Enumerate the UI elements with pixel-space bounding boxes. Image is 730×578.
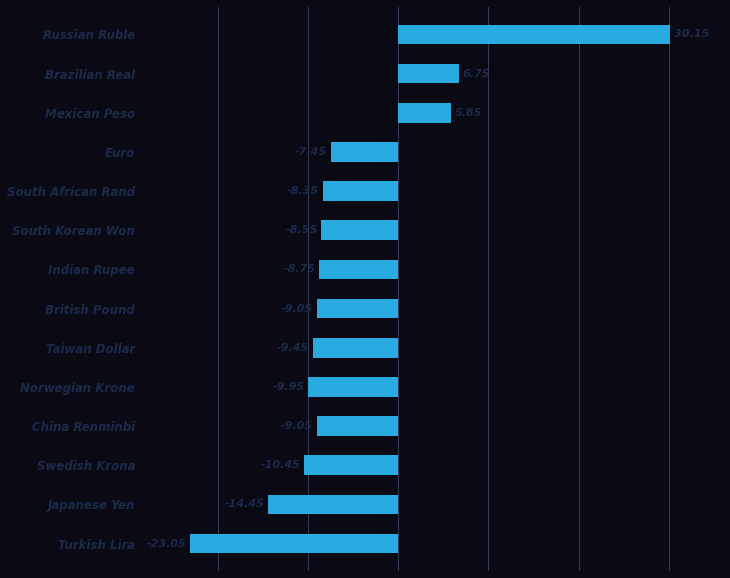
Text: -23.05: -23.05 bbox=[147, 539, 187, 549]
Bar bbox=[268, 495, 398, 514]
Text: -9.05: -9.05 bbox=[281, 421, 313, 431]
Bar bbox=[317, 299, 398, 318]
Text: 6.75: 6.75 bbox=[463, 69, 491, 79]
Text: 5.85: 5.85 bbox=[455, 108, 482, 118]
Text: -8.55: -8.55 bbox=[285, 225, 318, 235]
Text: -9.05: -9.05 bbox=[281, 303, 313, 314]
Text: -8.75: -8.75 bbox=[283, 264, 315, 275]
Bar bbox=[319, 260, 398, 279]
Bar bbox=[398, 64, 459, 83]
Text: -9.95: -9.95 bbox=[272, 382, 304, 392]
Bar bbox=[331, 142, 398, 162]
Text: -8.35: -8.35 bbox=[287, 186, 319, 196]
Text: 30.15: 30.15 bbox=[674, 29, 709, 39]
Bar bbox=[313, 338, 398, 358]
Bar bbox=[321, 220, 398, 240]
Bar bbox=[304, 455, 398, 475]
Bar bbox=[398, 25, 670, 44]
Bar bbox=[323, 181, 398, 201]
Text: -14.45: -14.45 bbox=[224, 499, 264, 509]
Text: -9.45: -9.45 bbox=[277, 343, 310, 353]
Text: -7.45: -7.45 bbox=[295, 147, 327, 157]
Bar bbox=[308, 377, 398, 397]
Text: -10.45: -10.45 bbox=[261, 460, 300, 470]
Bar bbox=[190, 534, 398, 553]
Bar bbox=[398, 103, 451, 123]
Bar bbox=[317, 416, 398, 436]
